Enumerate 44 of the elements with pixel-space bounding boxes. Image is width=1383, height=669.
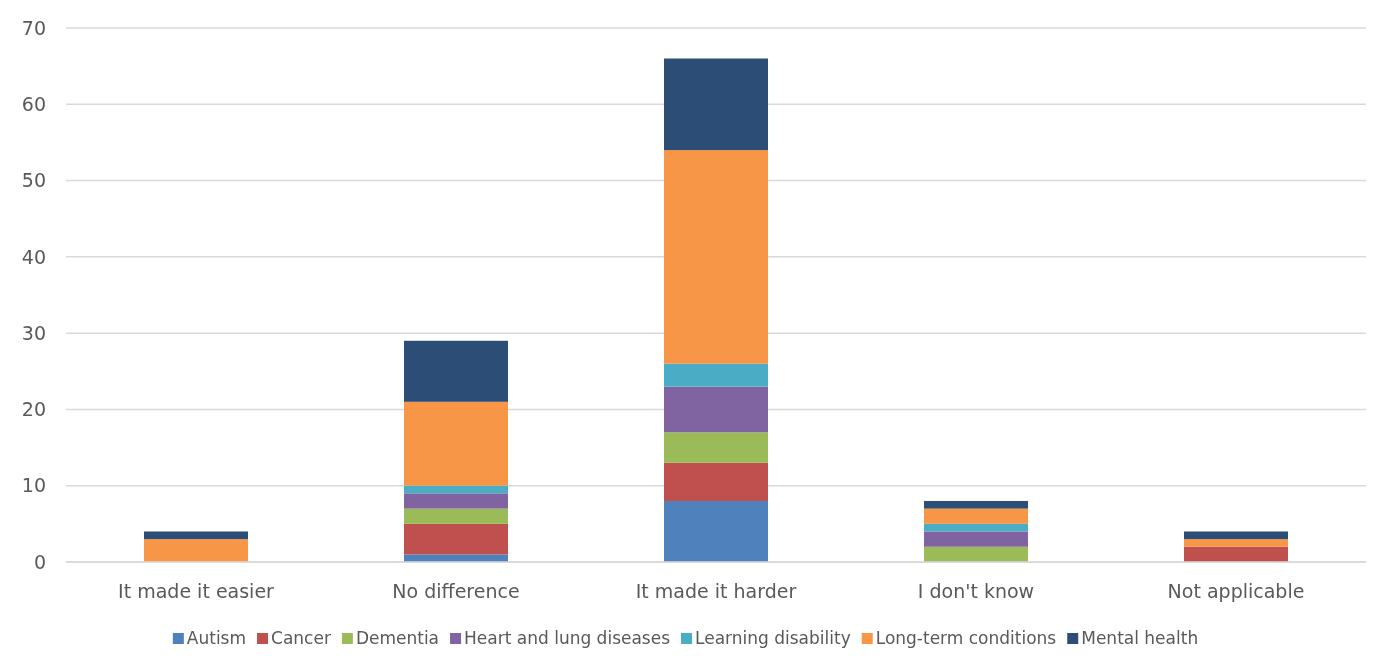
x-tick-label: No difference — [392, 580, 520, 602]
y-tick-label: 60 — [21, 92, 46, 115]
bar — [664, 363, 768, 387]
bar — [1184, 531, 1288, 540]
bar — [924, 508, 1028, 524]
y-tick-label: 20 — [21, 398, 46, 421]
x-tick-label: It made it harder — [635, 580, 797, 602]
bar — [144, 539, 248, 562]
bar — [404, 493, 508, 509]
y-tick-label: 0 — [33, 550, 46, 573]
bar — [664, 500, 768, 562]
bar — [404, 508, 508, 524]
x-tick-label: I don't know — [917, 580, 1035, 602]
bar — [1184, 539, 1288, 547]
legend-label: Heart and lung diseases — [464, 628, 671, 648]
bar — [664, 386, 768, 433]
bar — [664, 432, 768, 463]
legend-label: Long-term conditions — [875, 628, 1057, 648]
bar — [404, 340, 508, 402]
bar — [924, 523, 1028, 532]
x-tick-label: It made it easier — [118, 580, 275, 602]
y-tick-label: 50 — [21, 169, 46, 192]
bar — [404, 401, 508, 486]
bar — [404, 485, 508, 494]
x-tick-label: Not applicable — [1167, 580, 1305, 602]
legend-label: Dementia — [355, 628, 440, 648]
bar — [924, 500, 1028, 509]
legend-label: Cancer — [271, 628, 331, 648]
y-tick-label: 30 — [21, 321, 46, 344]
bar — [144, 531, 248, 540]
legend-label: Mental health — [1081, 628, 1199, 648]
bar — [1184, 546, 1288, 562]
y-tick-label: 10 — [21, 474, 46, 497]
legend-label: Learning disability — [695, 628, 851, 648]
y-tick-label: 40 — [21, 245, 46, 268]
bar — [404, 523, 508, 555]
y-tick-label: 70 — [21, 16, 46, 39]
bar — [404, 554, 508, 562]
bar — [924, 546, 1028, 562]
bar — [924, 531, 1028, 547]
bar — [664, 58, 768, 151]
bar — [664, 150, 768, 364]
legend-label: Autism — [186, 628, 247, 648]
bar — [664, 462, 768, 501]
